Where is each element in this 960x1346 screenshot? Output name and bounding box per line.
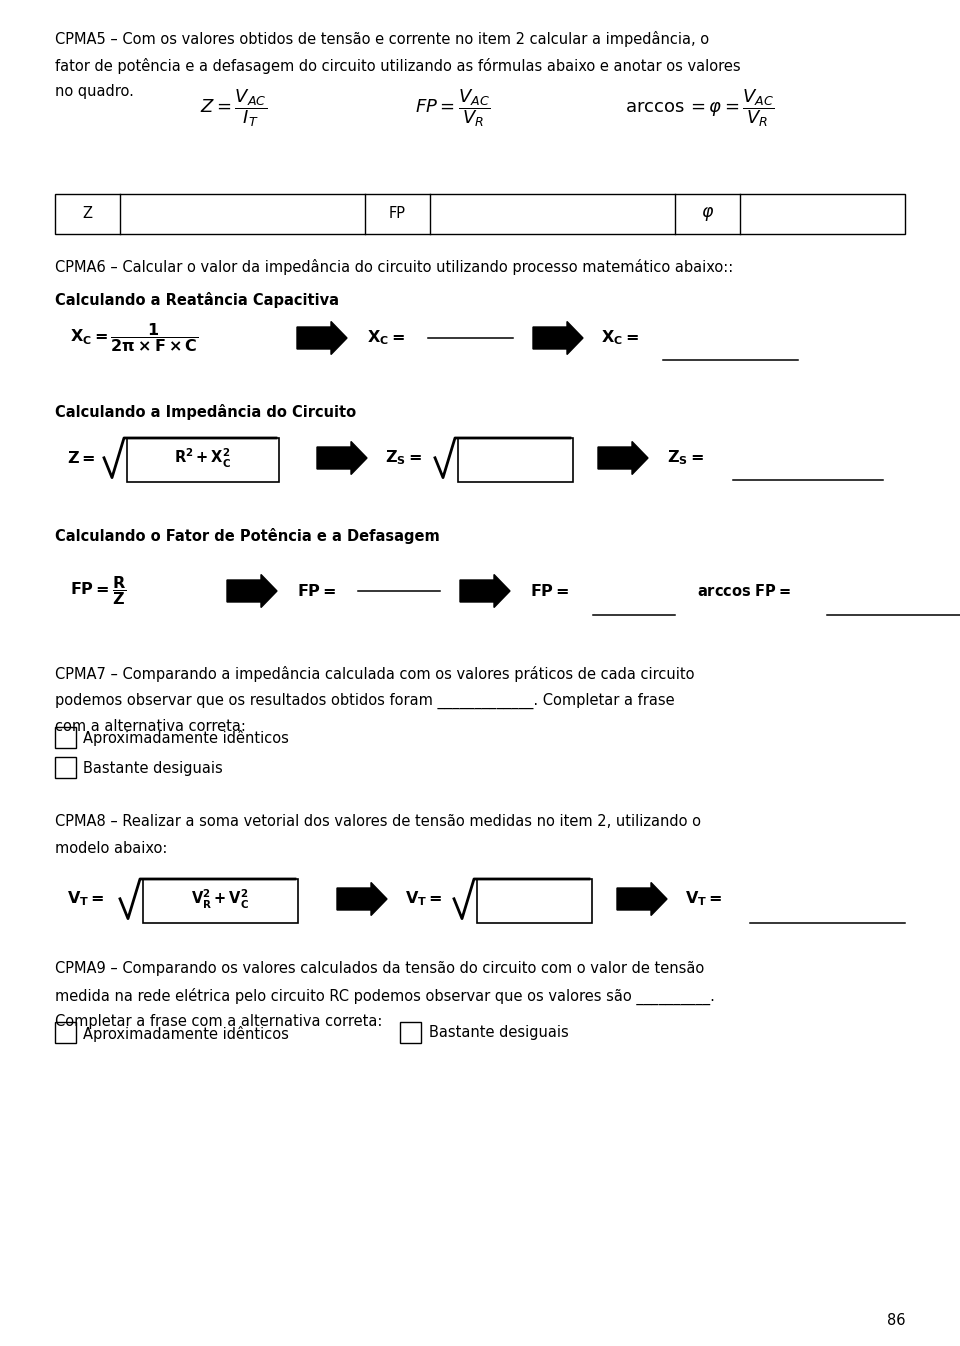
Text: podemos observar que os resultados obtidos foram _____________. Completar a fras: podemos observar que os resultados obtid… <box>55 692 675 709</box>
Bar <box>477 879 592 923</box>
Text: Completar a frase com a alternativa correta:: Completar a frase com a alternativa corr… <box>55 1014 382 1028</box>
Text: $\mathbf{Z_S=}$: $\mathbf{Z_S=}$ <box>385 448 422 467</box>
Text: CPMA5 – Com os valores obtidos de tensão e corrente no item 2 calcular a impedân: CPMA5 – Com os valores obtidos de tensão… <box>55 31 709 47</box>
Text: Z: Z <box>83 206 92 222</box>
Text: $\mathbf{V_R^2 + V_C^2}$: $\mathbf{V_R^2 + V_C^2}$ <box>191 887 250 911</box>
Text: $\mathbf{R^2 + X_C^2}$: $\mathbf{R^2 + X_C^2}$ <box>175 447 231 470</box>
Text: modelo abaixo:: modelo abaixo: <box>55 841 167 856</box>
Bar <box>55 1022 76 1043</box>
Text: Bastante desiguais: Bastante desiguais <box>429 1026 568 1040</box>
Bar <box>55 756 76 778</box>
Text: no quadro.: no quadro. <box>55 83 133 100</box>
Text: 86: 86 <box>886 1312 905 1329</box>
Bar <box>55 727 76 747</box>
Text: $\varphi$: $\varphi$ <box>701 205 714 223</box>
FancyArrow shape <box>617 883 667 915</box>
Text: $\mathbf{V_T =}$: $\mathbf{V_T =}$ <box>67 890 105 909</box>
FancyArrow shape <box>533 322 583 354</box>
FancyArrow shape <box>227 575 277 607</box>
Text: CPMA8 – Realizar a soma vetorial dos valores de tensão medidas no item 2, utiliz: CPMA8 – Realizar a soma vetorial dos val… <box>55 814 701 829</box>
Text: $Z = \dfrac{V_{AC}}{I_T}$: $Z = \dfrac{V_{AC}}{I_T}$ <box>200 87 267 129</box>
Text: $\mathbf{X_C = \dfrac{1}{2\pi \times F \times C}}$: $\mathbf{X_C = \dfrac{1}{2\pi \times F \… <box>70 322 199 354</box>
FancyArrow shape <box>297 322 347 354</box>
Text: CPMA9 – Comparando os valores calculados da tensão do circuito com o valor de te: CPMA9 – Comparando os valores calculados… <box>55 961 705 976</box>
Text: $\mathbf{X_C =}$: $\mathbf{X_C =}$ <box>367 328 405 347</box>
Text: FP: FP <box>389 206 406 222</box>
Text: $\mathbf{Z=}$: $\mathbf{Z=}$ <box>67 450 95 466</box>
FancyArrow shape <box>317 441 367 475</box>
Bar <box>400 1022 421 1043</box>
Text: CPMA6 – Calcular o valor da impedância do circuito utilizando processo matemátic: CPMA6 – Calcular o valor da impedância d… <box>55 258 733 275</box>
Text: $\mathbf{V_T =}$: $\mathbf{V_T =}$ <box>685 890 723 909</box>
Text: Calculando o Fator de Potência e a Defasagem: Calculando o Fator de Potência e a Defas… <box>55 528 440 544</box>
Text: $\arccos = \varphi = \dfrac{V_{AC}}{V_R}$: $\arccos = \varphi = \dfrac{V_{AC}}{V_R}… <box>625 87 775 129</box>
FancyArrow shape <box>460 575 510 607</box>
Bar <box>458 437 573 482</box>
Text: Calculando a Reatância Capacitiva: Calculando a Reatância Capacitiva <box>55 292 339 308</box>
FancyArrow shape <box>337 883 387 915</box>
FancyArrow shape <box>598 441 648 475</box>
Text: Calculando a Impedância do Circuito: Calculando a Impedância do Circuito <box>55 404 356 420</box>
Text: com a alternativa correta:: com a alternativa correta: <box>55 719 246 734</box>
Text: Aproximadamente idênticos: Aproximadamente idênticos <box>83 731 289 747</box>
Text: $\mathbf{FP =}$: $\mathbf{FP =}$ <box>530 583 569 599</box>
Bar <box>55 194 905 234</box>
Text: Bastante desiguais: Bastante desiguais <box>83 760 223 777</box>
Text: Aproximadamente idênticos: Aproximadamente idênticos <box>83 1026 289 1042</box>
Text: CPMA7 – Comparando a impedância calculada com os valores práticos de cada circui: CPMA7 – Comparando a impedância calculad… <box>55 666 694 682</box>
Text: fator de potência e a defasagem do circuito utilizando as fórmulas abaixo e anot: fator de potência e a defasagem do circu… <box>55 58 740 74</box>
Bar <box>127 437 279 482</box>
Text: $\mathbf{X_C =}$: $\mathbf{X_C =}$ <box>601 328 639 347</box>
Text: $\mathbf{FP =}$: $\mathbf{FP =}$ <box>297 583 337 599</box>
Text: $\mathbf{FP = \dfrac{R}{Z}}$: $\mathbf{FP = \dfrac{R}{Z}}$ <box>70 575 127 607</box>
Text: $\mathbf{arccos\ FP=}$: $\mathbf{arccos\ FP=}$ <box>697 583 791 599</box>
Text: medida na rede elétrica pelo circuito RC podemos observar que os valores são ___: medida na rede elétrica pelo circuito RC… <box>55 988 715 1004</box>
Text: $\mathbf{V_T =}$: $\mathbf{V_T =}$ <box>405 890 443 909</box>
Bar <box>143 879 298 923</box>
Text: $FP = \dfrac{V_{AC}}{V_R}$: $FP = \dfrac{V_{AC}}{V_R}$ <box>415 87 491 129</box>
Text: $\mathbf{Z_S=}$: $\mathbf{Z_S=}$ <box>667 448 704 467</box>
